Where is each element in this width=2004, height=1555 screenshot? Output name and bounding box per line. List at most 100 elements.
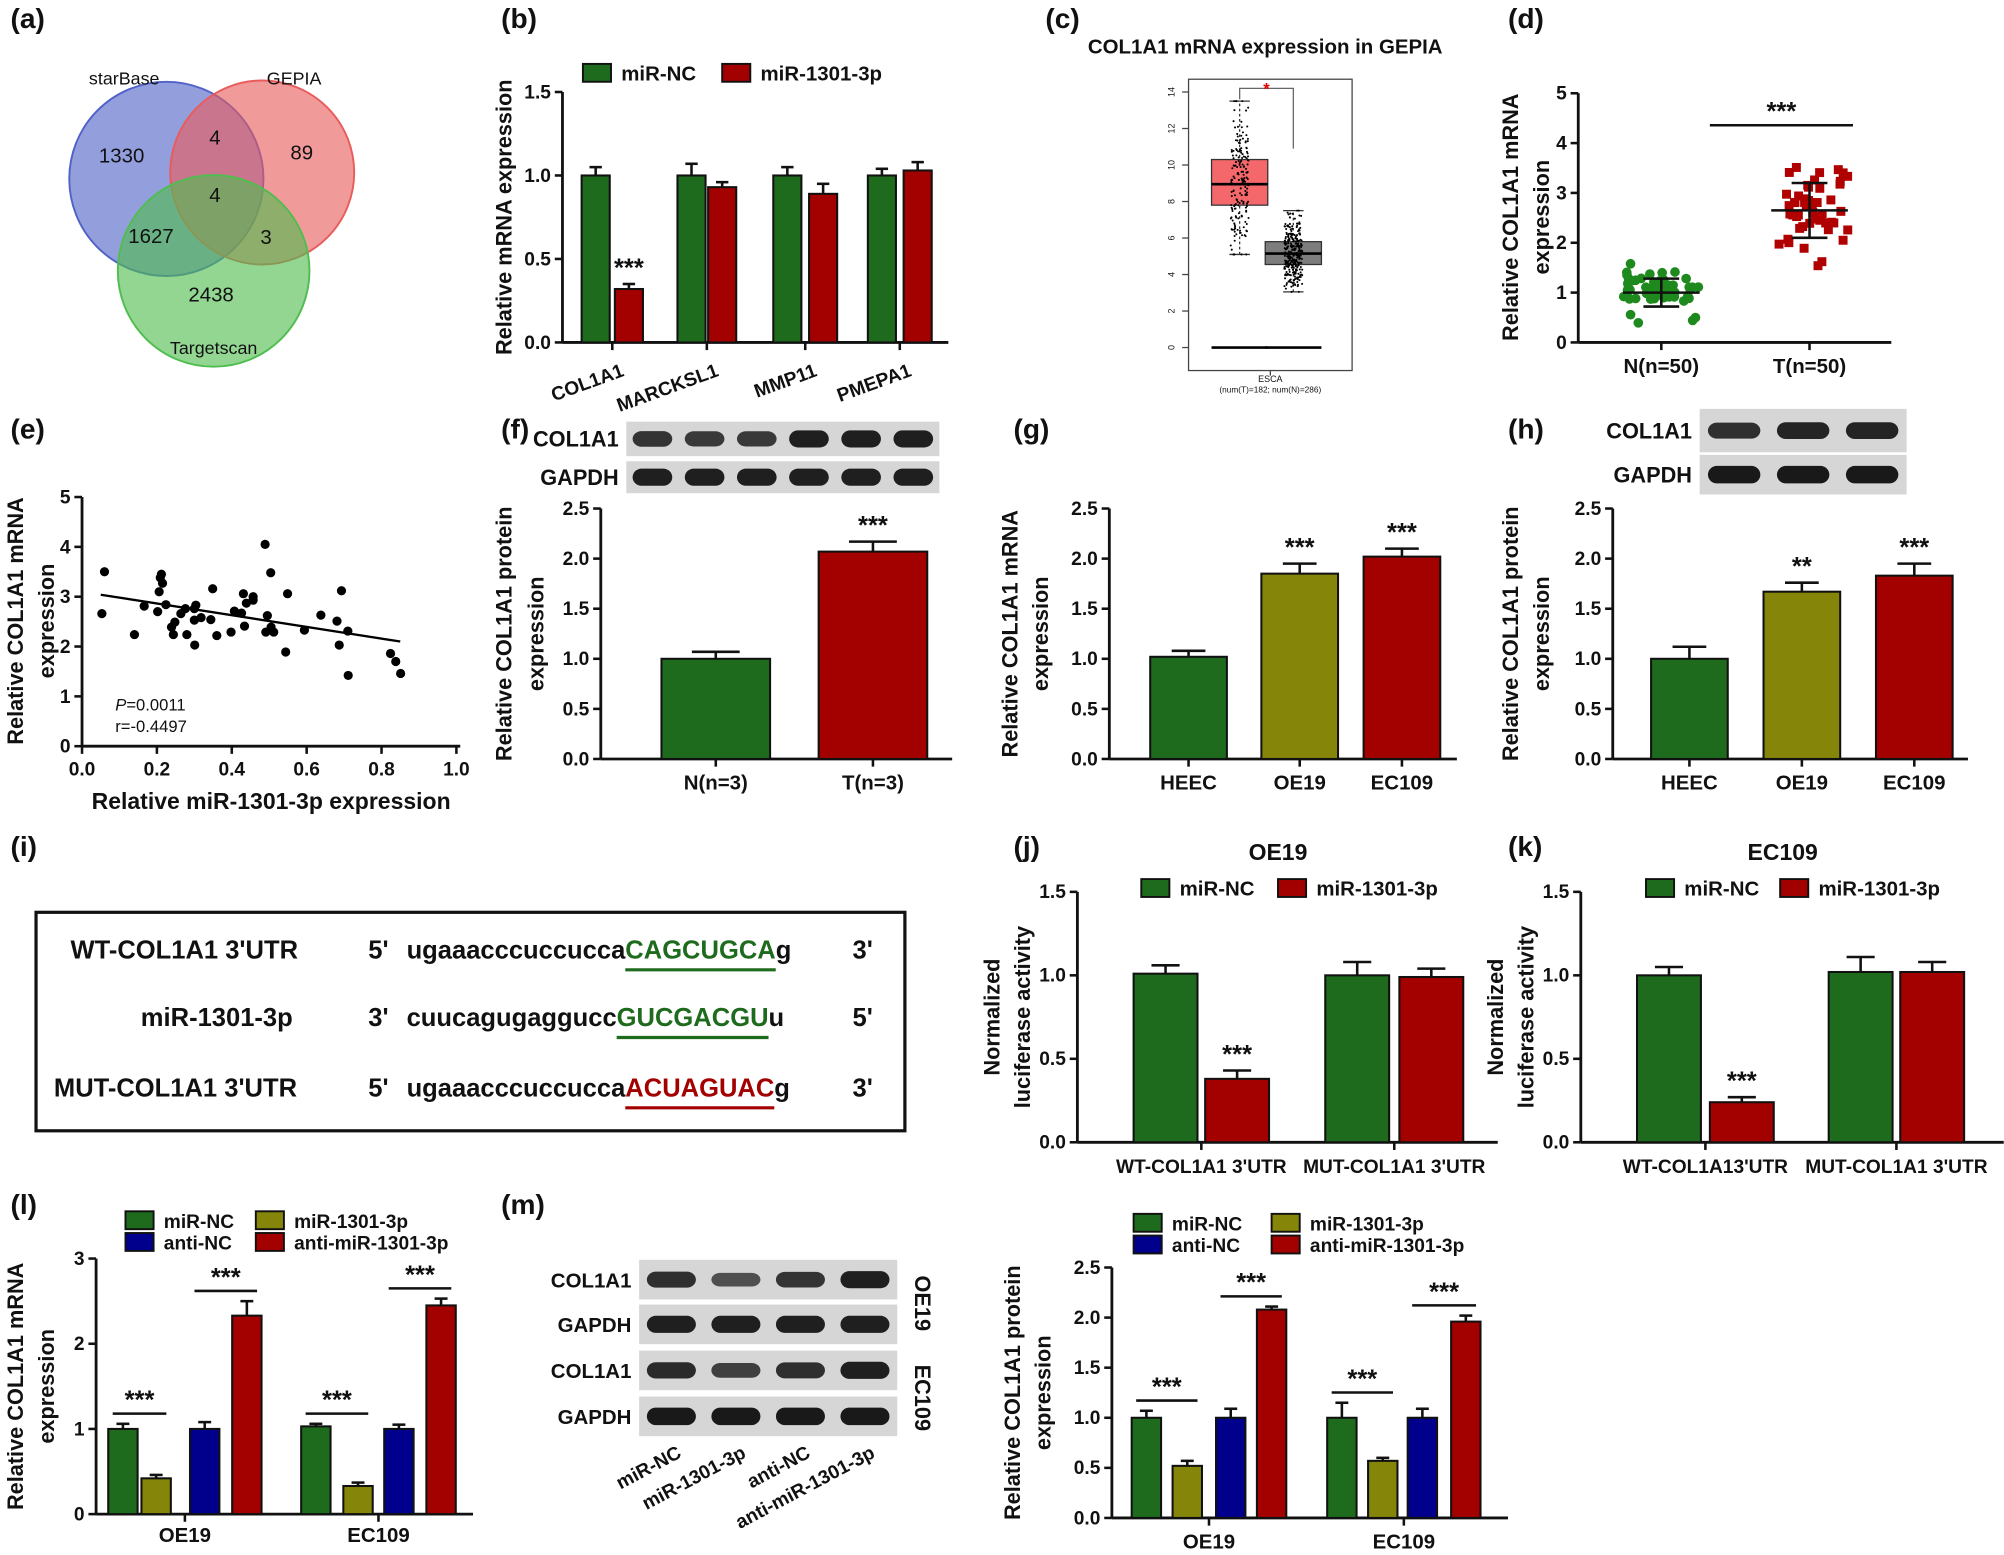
data-point xyxy=(1289,278,1292,281)
protein-band xyxy=(711,1407,761,1426)
y-tick-label: 1.5 xyxy=(1543,882,1570,903)
data-point xyxy=(1791,162,1801,172)
data-point xyxy=(1284,263,1287,266)
bar xyxy=(1762,590,1842,760)
data-point xyxy=(1232,157,1235,160)
binding-site: GUCGACGU xyxy=(617,1004,769,1032)
data-point xyxy=(1231,208,1234,211)
data-point xyxy=(1297,272,1300,275)
data-point xyxy=(1239,138,1242,141)
dot-group-1 xyxy=(1771,162,1853,271)
data-point xyxy=(1240,120,1243,123)
data-point xyxy=(1233,100,1236,103)
data-point xyxy=(1669,291,1680,302)
data-point xyxy=(1234,164,1237,167)
data-point xyxy=(1296,239,1299,242)
data-point xyxy=(1815,168,1825,178)
data-point xyxy=(1288,253,1291,256)
chart-title: OE19 xyxy=(1249,839,1308,865)
data-point xyxy=(1287,213,1290,216)
data-point xyxy=(1684,282,1695,293)
y-axis-label: expression xyxy=(523,576,548,691)
data-point xyxy=(1283,239,1286,242)
data-point xyxy=(1799,243,1809,253)
y-tick-label: 1.5 xyxy=(1071,599,1098,620)
x-tick-label: 0.0 xyxy=(69,760,96,781)
data-point xyxy=(1234,227,1237,230)
y-tick-label: 4 xyxy=(60,537,71,558)
data-point xyxy=(1288,273,1291,276)
data-point xyxy=(1230,228,1233,231)
data-point xyxy=(1247,184,1250,187)
data-point xyxy=(1288,216,1291,219)
data-point xyxy=(1690,312,1701,323)
blot-row-label: GAPDH xyxy=(558,1406,632,1429)
data-point xyxy=(1288,222,1291,225)
blot-row-label: GAPDH xyxy=(540,465,618,490)
bar xyxy=(707,186,738,344)
protein-band xyxy=(775,1315,825,1333)
bar xyxy=(1367,1459,1399,1519)
legend-swatch xyxy=(124,1210,155,1231)
y-tick-label: 1.5 xyxy=(1074,1358,1101,1379)
data-point xyxy=(1245,253,1248,256)
y-axis-label: expression xyxy=(34,564,59,679)
legend-swatch xyxy=(1140,878,1171,898)
data-point xyxy=(1245,204,1248,207)
y-tick-label: 10 xyxy=(1166,160,1176,170)
boxplot-N xyxy=(1264,209,1323,349)
data-point xyxy=(334,640,344,650)
legend-swatch xyxy=(1645,878,1676,898)
data-point xyxy=(239,621,250,631)
sequence-text: ugaaacccuccucca xyxy=(407,1074,626,1102)
sequence-end-label: 3' xyxy=(368,1004,388,1032)
data-point xyxy=(1843,171,1853,181)
data-point xyxy=(1233,239,1236,242)
data-point xyxy=(1247,106,1250,109)
y-tick-label: 0.5 xyxy=(524,249,551,270)
x-tick-label: N(n=50) xyxy=(1624,355,1700,378)
y-axis-label: luciferase activity xyxy=(1514,926,1539,1108)
data-point xyxy=(1233,205,1236,208)
data-point xyxy=(1246,159,1249,162)
data-point xyxy=(1297,209,1300,212)
data-point xyxy=(238,589,248,599)
data-point xyxy=(1291,236,1294,239)
protein-band xyxy=(711,1362,761,1378)
significance-label: *** xyxy=(1429,1278,1459,1306)
data-point xyxy=(1290,243,1293,247)
data-point xyxy=(1241,234,1244,237)
data-point xyxy=(1284,287,1287,290)
legend-item: miR-1301-3p xyxy=(1270,1212,1424,1235)
panel-label: (g) xyxy=(1013,413,1049,444)
data-point xyxy=(1239,187,1242,190)
data-point xyxy=(1294,268,1298,271)
data-point xyxy=(1295,252,1298,255)
data-point xyxy=(1784,238,1794,248)
panel-label: (e) xyxy=(10,413,44,444)
legend-label: anti-NC xyxy=(164,1234,232,1255)
data-point xyxy=(1300,242,1303,245)
data-point xyxy=(1294,261,1297,264)
protein-band xyxy=(684,468,725,486)
data-point xyxy=(391,656,401,667)
data-point xyxy=(1235,100,1238,103)
y-tick-label: 0.5 xyxy=(1575,699,1602,720)
p-symbol: P xyxy=(115,695,126,714)
y-tick-label: 2 xyxy=(1556,233,1567,254)
data-point xyxy=(1229,244,1232,247)
bar xyxy=(866,174,897,344)
data-point xyxy=(1287,225,1290,228)
western-blot-strip xyxy=(639,1350,898,1391)
legend-label: anti-miR-1301-3p xyxy=(294,1234,448,1255)
data-point xyxy=(1681,273,1691,284)
data-point xyxy=(1232,253,1236,256)
data-point xyxy=(226,627,236,637)
y-tick-label: 0.5 xyxy=(563,699,590,720)
protein-band xyxy=(736,468,777,486)
data-point xyxy=(1292,239,1295,242)
data-point xyxy=(1236,200,1239,203)
y-tick-label: 1.0 xyxy=(1543,966,1570,987)
protein-band xyxy=(840,1361,890,1379)
data-point xyxy=(1242,173,1245,176)
